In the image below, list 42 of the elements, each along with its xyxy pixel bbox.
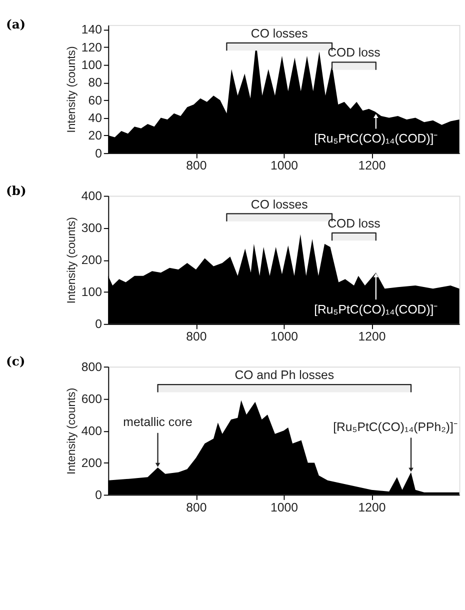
x-tick-label: 1000 <box>270 330 298 344</box>
y-tick-label: 60 <box>88 93 102 108</box>
y-tick-label: 0 <box>95 146 102 160</box>
x-tick-label: 800 <box>186 158 207 173</box>
x-tick-label: 1200 <box>358 158 386 173</box>
annotation: [Ru₅PtC(CO)₁₄(COD)]⁻ <box>314 302 438 316</box>
y-tick-label: 100 <box>81 285 102 300</box>
y-axis-title: Intensity (counts) <box>66 46 78 133</box>
y-tick-label: 80 <box>88 76 102 90</box>
annotation: [Ru₅PtC(CO)₁₄(PPh₂)]⁻ <box>333 420 458 434</box>
y-tick-label: 300 <box>81 221 102 236</box>
y-tick-label: 200 <box>81 253 102 268</box>
y-tick-label: 40 <box>88 111 102 126</box>
y-tick-label: 800 <box>81 360 102 374</box>
band-label: CO losses <box>250 26 308 41</box>
chart-title: (a) <box>6 16 26 32</box>
x-tick-label: 800 <box>186 500 207 514</box>
band-label: COD loss <box>328 46 380 60</box>
band-label: CO losses <box>250 197 308 212</box>
x-tick-label: 1200 <box>358 330 386 344</box>
x-tick-label: 1000 <box>270 500 298 514</box>
y-axis-title: Intensity (counts) <box>66 388 78 474</box>
y-tick-label: 140 <box>81 22 102 37</box>
annotation: metallic core <box>123 415 193 430</box>
y-tick-label: 20 <box>88 128 102 143</box>
y-tick-label: 120 <box>81 40 102 54</box>
y-tick-label: 400 <box>81 189 102 204</box>
y-tick-label: 600 <box>81 392 102 406</box>
annotation: [Ru₅PtC(CO)₁₄(COD)]⁻ <box>314 132 438 146</box>
y-tick-label: 400 <box>81 424 102 438</box>
x-tick-label: 800 <box>186 330 207 344</box>
y-tick-label: 100 <box>81 58 102 72</box>
y-tick-label: 0 <box>95 317 102 332</box>
y-tick-label: 0 <box>95 488 102 502</box>
x-tick-label: 1000 <box>270 158 298 173</box>
chart-title: (b) <box>6 182 26 198</box>
band-label: CO and Ph losses <box>234 368 334 382</box>
band-label: COD loss <box>328 216 380 231</box>
chart-title: (c) <box>6 354 26 369</box>
x-tick-label: 1200 <box>358 500 386 514</box>
y-tick-label: 200 <box>81 456 102 470</box>
y-axis-title: Intensity (counts) <box>66 216 78 304</box>
